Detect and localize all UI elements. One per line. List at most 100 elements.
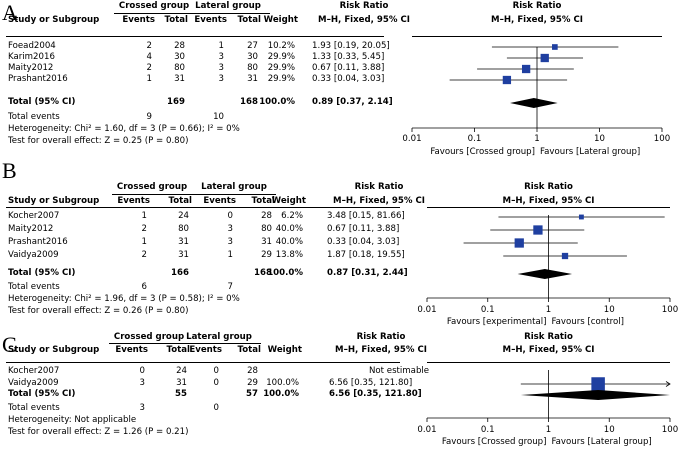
- risk-ratio-method: M–H, Fixed, 95% CI: [318, 15, 410, 25]
- ci-value: 1.93 [0.19, 20.05]: [312, 41, 390, 51]
- events2-value: 3: [227, 237, 233, 247]
- plot-method: M–H, Fixed, 95% CI: [502, 196, 595, 206]
- total-events2: 10: [213, 112, 224, 122]
- group2-header: Lateral group: [186, 332, 252, 342]
- point-estimate: [540, 53, 549, 63]
- total1-column-header: Total: [166, 345, 190, 355]
- plot-method: M–H, Fixed, 95% CI: [491, 15, 583, 25]
- events1-value: 2: [146, 63, 152, 73]
- total-events-label: Total events: [8, 403, 60, 413]
- events2-value: 3: [227, 224, 233, 234]
- total2-value: 28: [247, 366, 258, 376]
- total-weight: 100.0%: [267, 268, 303, 278]
- weight-column-header: Weight: [271, 196, 306, 206]
- total2-value: 30: [247, 52, 258, 62]
- favours-left-label: Favours [Crossed group]: [430, 147, 535, 157]
- panel-letter: A: [2, 0, 18, 25]
- group1-header: Crossed group: [118, 1, 190, 11]
- study-name: Vaidya2009: [8, 250, 59, 260]
- events2-value: 0: [227, 211, 233, 221]
- x-tick-label: 100: [661, 425, 679, 435]
- total1-column-header: Total: [164, 15, 188, 25]
- table-header-rule: [6, 362, 400, 363]
- weight-value: 13.8%: [275, 250, 303, 260]
- group1-underline: [112, 194, 194, 195]
- plot-header-rule: [412, 36, 662, 37]
- total2-value: 28: [261, 211, 272, 221]
- risk-ratio-title: Risk Ratio: [356, 332, 406, 342]
- group1-underline: [109, 343, 191, 344]
- point-estimate: [578, 214, 584, 220]
- total1-value: 31: [178, 250, 189, 260]
- group2-underline: [179, 343, 261, 344]
- weight-value: 40.0%: [275, 237, 303, 247]
- events1-value: 4: [146, 52, 152, 62]
- heterogeneity-text: Heterogeneity: Chi² = 1.60, df = 3 (P = …: [8, 124, 240, 134]
- ci-value: 6.56 [0.35, 121.80]: [329, 378, 413, 388]
- forest-plot-svg: [411, 44, 663, 132]
- weight-value: 40.0%: [275, 224, 303, 234]
- x-tick-label: 0.1: [480, 425, 495, 435]
- ci-value: 0.33 [0.04, 3.03]: [327, 237, 400, 247]
- total1-value: 31: [178, 237, 189, 247]
- events2-column-header: Events: [194, 15, 227, 25]
- group2-underline: [188, 13, 270, 14]
- total1-value: 166: [171, 268, 189, 278]
- study-name: Vaidya2009: [8, 378, 59, 388]
- study-column-header: Study or Subgroup: [8, 345, 100, 355]
- events1-value: 2: [146, 41, 152, 51]
- total-ci-value: 0.87 [0.31, 2.44]: [327, 268, 408, 278]
- total-events1: 3: [139, 403, 145, 413]
- weight-value: 29.9%: [267, 74, 295, 84]
- ci-value: 1.87 [0.18, 19.55]: [327, 250, 405, 260]
- total-events1: 6: [141, 282, 147, 292]
- ci-value: 3.48 [0.15, 81.66]: [327, 211, 405, 221]
- study-name: Kocher2007: [8, 366, 60, 376]
- plot-header-rule: [427, 362, 670, 363]
- total-label: Total (95% CI): [8, 389, 76, 399]
- total1-value: 80: [178, 224, 189, 234]
- total2-value: 80: [261, 224, 272, 234]
- summary-diamond: [520, 390, 670, 400]
- group1-header: Crossed group: [116, 182, 188, 192]
- x-tick-label: 100: [661, 305, 679, 315]
- point-estimate: [591, 377, 605, 391]
- study-name: Karim2016: [8, 52, 55, 62]
- x-tick-label: 1: [545, 425, 552, 435]
- events1-value: 3: [139, 378, 145, 388]
- events2-value: 0: [213, 366, 219, 376]
- total1-value: 24: [178, 211, 189, 221]
- events1-column-header: Events: [122, 15, 155, 25]
- x-tick-label: 1: [545, 305, 552, 315]
- panel-letter: B: [2, 158, 17, 183]
- group2-header: Lateral group: [195, 1, 261, 11]
- total1-value: 80: [174, 63, 185, 73]
- x-tick-label: 10: [603, 425, 615, 435]
- study-column-header: Study or Subgroup: [8, 196, 100, 206]
- study-name: Foead2004: [8, 41, 56, 51]
- total1-value: 28: [174, 41, 185, 51]
- ci-value: 0.33 [0.04, 3.03]: [312, 74, 385, 84]
- point-estimate: [514, 238, 524, 248]
- point-estimate: [521, 64, 531, 74]
- risk-ratio-method: M–H, Fixed, 95% CI: [333, 196, 425, 206]
- weight-value: 10.2%: [267, 41, 295, 51]
- total-weight: 100.0%: [259, 97, 295, 107]
- point-estimate: [552, 44, 558, 50]
- risk-ratio-title: Risk Ratio: [354, 182, 404, 192]
- heterogeneity-text: Heterogeneity: Not applicable: [8, 415, 137, 425]
- x-tick-label: 1: [534, 134, 540, 144]
- total2-value: 80: [247, 63, 258, 73]
- study-name: Prashant2016: [8, 74, 68, 84]
- x-tick-label: 0.01: [402, 134, 422, 144]
- total-events2: 7: [227, 282, 233, 292]
- weight-value: 6.2%: [281, 211, 303, 221]
- total1-value: 31: [174, 74, 185, 84]
- forest-plot-svg: [426, 214, 671, 302]
- total-events2: 0: [213, 403, 219, 413]
- plot-method: M–H, Fixed, 95% CI: [502, 345, 595, 355]
- events2-column-header: Events: [203, 196, 236, 206]
- events1-value: 0: [139, 366, 145, 376]
- x-tick-label: 0.01: [417, 425, 437, 435]
- total2-value: 31: [261, 237, 272, 247]
